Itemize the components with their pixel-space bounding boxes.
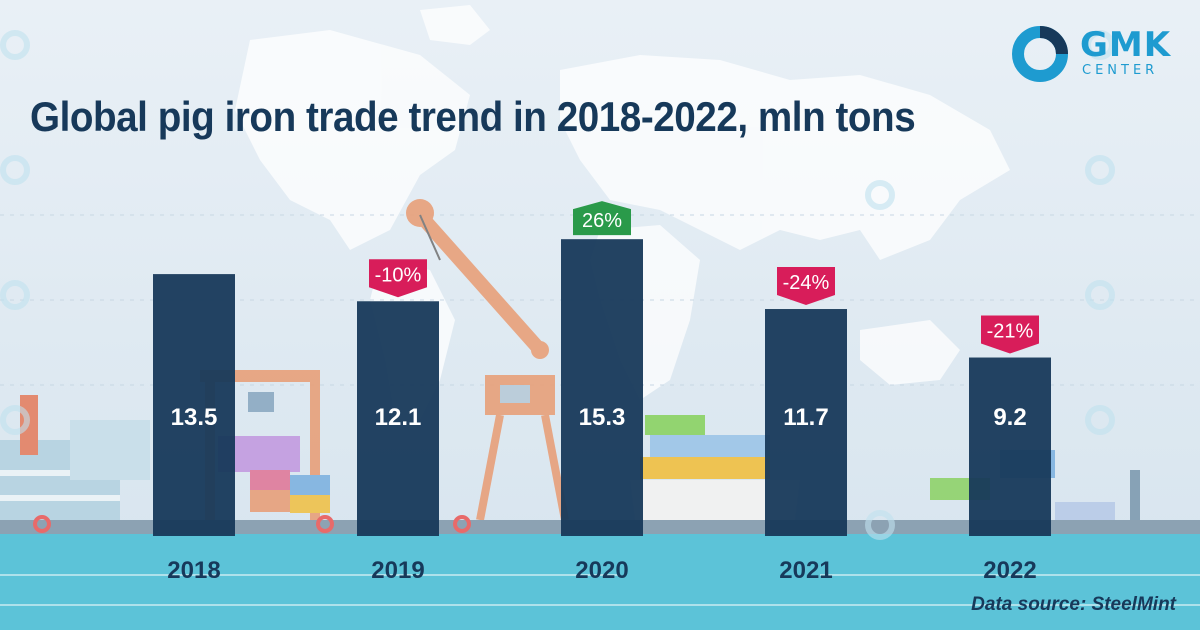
x-tick-label: 2022 (983, 557, 1036, 584)
x-tick-label: 2019 (371, 557, 424, 584)
x-tick-label: 2018 (167, 557, 220, 584)
watermark-ring-icons (0, 30, 1115, 540)
change-percent-label: 26% (582, 210, 622, 232)
x-tick-label: 2020 (575, 557, 628, 584)
chart-title: Global pig iron trade trend in 2018-2022… (30, 93, 916, 140)
bar-value-label: 9.2 (993, 404, 1026, 431)
bar-2020 (561, 239, 643, 536)
gmk-logo-ring-icon (1012, 26, 1068, 82)
bar-value-label: 12.1 (375, 404, 422, 431)
change-percent-label: -21% (987, 321, 1034, 343)
bar-value-label: 13.5 (171, 404, 218, 431)
logo-subtitle: CENTER (1082, 63, 1159, 78)
change-badge-down (777, 267, 835, 306)
data-source: Data source: SteelMint (971, 594, 1176, 615)
bar-2018 (153, 274, 235, 536)
life-ring-icons (33, 515, 471, 533)
port-buildings-illustration (0, 395, 150, 530)
port-crane-illustration (406, 199, 569, 521)
bar-2019 (357, 301, 439, 536)
change-badge-down (369, 259, 427, 298)
change-badge-down (981, 315, 1039, 354)
change-percent-label: -24% (783, 272, 830, 294)
change-badge-up (573, 201, 631, 236)
bar-value-label: 11.7 (783, 404, 828, 431)
bar-value-label: 15.3 (579, 404, 626, 431)
logo-name: GMK (1080, 25, 1172, 65)
water-reflection-lines (0, 574, 1200, 606)
bar-2022 (969, 357, 1051, 536)
change-percent-label: -10% (375, 264, 422, 286)
water-illustration (0, 534, 1200, 630)
gmk-center-logo: GMK CENTER (1010, 24, 1180, 84)
bar-2021 (765, 309, 847, 536)
x-tick-label: 2021 (779, 557, 832, 584)
